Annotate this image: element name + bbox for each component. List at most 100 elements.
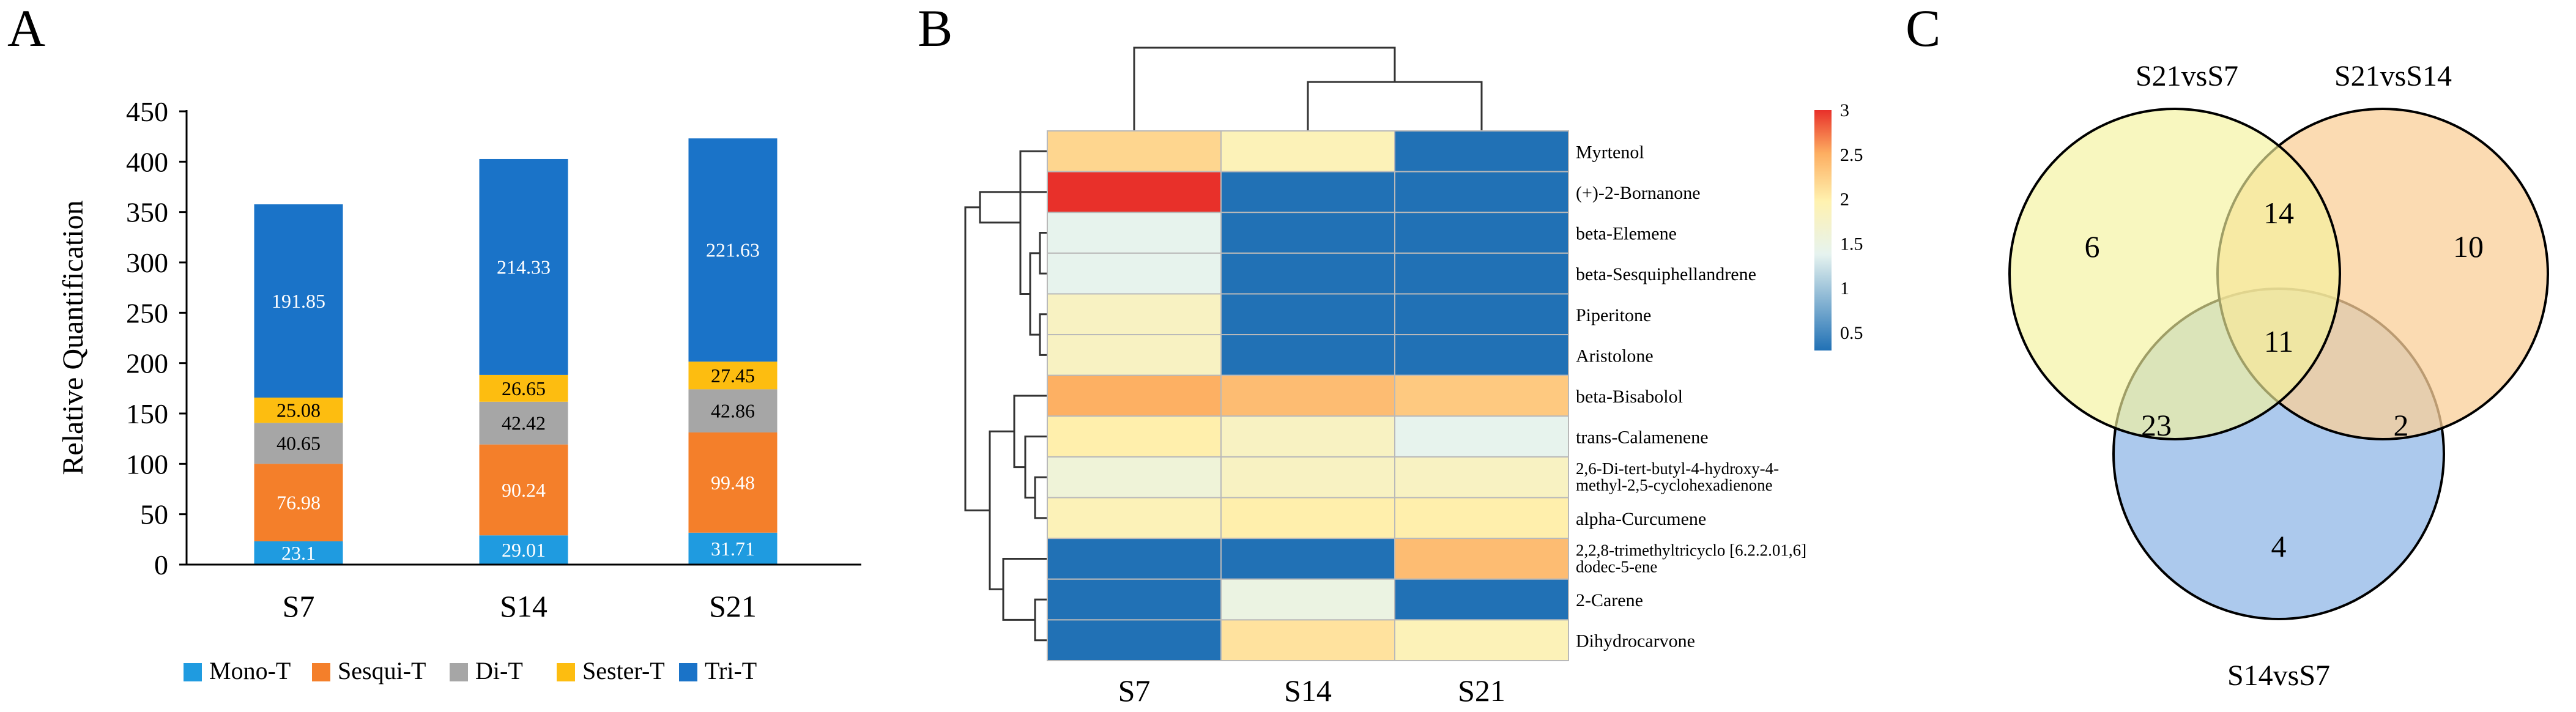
data-label-sester-t-s7: 25.08 — [277, 399, 321, 421]
heatmap-cell-2-carene-s21 — [1394, 578, 1569, 621]
data-label-sesqui-t-s21: 99.48 — [711, 472, 755, 494]
panel-label-c: C — [1906, 0, 1940, 57]
y-tick-label: 200 — [126, 348, 168, 379]
heatmap-cell-2-bornanone-s7 — [1047, 171, 1222, 213]
bar-di-t-s7 — [254, 423, 343, 464]
bar-mono-t-s21 — [688, 532, 778, 565]
y-tick-label: 50 — [140, 499, 168, 530]
bar-segments: 23.1 76.98 40.65 25.08 191.85 29.01 90.24 42.42… — [254, 138, 778, 565]
bar-tri-t-s21 — [688, 138, 778, 362]
column-dendrogram — [1133, 46, 1483, 131]
legend-swatch-tri-t — [679, 663, 697, 681]
y-tick-label: 0 — [154, 549, 168, 580]
legend-label-mono-t: Mono-T — [209, 657, 291, 684]
legend-label-di-t: Di-T — [475, 657, 523, 684]
row-dendrogram-link — [979, 191, 1047, 224]
venn-count-all-three: 11 — [2264, 324, 2293, 358]
row-label-2-6-di-tert-butyl-4-hydroxy-4-methyl-2-5-cyclohexadienone-line2: methyl-2,5-cyclohexadienone — [1576, 476, 1773, 494]
heatmap-cell-piperitone-s14 — [1220, 293, 1395, 336]
row-dendrogram-link — [1013, 395, 1047, 469]
row-dendrogram-link — [1029, 252, 1040, 336]
row-label-aristolone: Aristolone — [1576, 346, 1654, 366]
legend-swatch-mono-t — [184, 663, 202, 681]
heatmap-cell-beta-bisabolol-s14 — [1220, 374, 1395, 417]
y-tick-label: 300 — [126, 247, 168, 278]
heatmap-cell-myrtenol-s21 — [1394, 130, 1569, 172]
bar-sesqui-t-s7 — [254, 464, 343, 541]
column-label-s7: S7 — [1118, 673, 1151, 708]
row-label-beta-bisabolol: beta-Bisabolol — [1576, 387, 1683, 407]
heatmap-cell-dihydrocarvone-s21 — [1394, 619, 1569, 662]
colorbar-tick-label: 1.5 — [1840, 234, 1863, 254]
colorbar-tick-label: 1 — [1840, 278, 1849, 299]
legend-swatch-sesqui-t — [312, 663, 330, 681]
data-label-sesqui-t-s14: 90.24 — [502, 479, 546, 501]
data-label-tri-t-s14: 214.33 — [497, 256, 551, 278]
bar-sesqui-t-s21 — [688, 432, 778, 533]
heatmap-cell-alpha-curcumene-s7 — [1047, 497, 1222, 540]
legend-swatch-sester-t — [557, 663, 575, 681]
y-tick-label: 100 — [126, 448, 168, 480]
colorbar-bar — [1814, 110, 1832, 350]
heatmap-cell-myrtenol-s14 — [1220, 130, 1395, 172]
venn-circle-s21vss7 — [2008, 108, 2341, 440]
heatmap-cell-myrtenol-s7 — [1047, 130, 1222, 172]
bar-tri-t-s14 — [479, 158, 568, 375]
y-tick-label: 450 — [126, 96, 168, 127]
data-label-sester-t-s21: 27.45 — [711, 365, 755, 387]
y-tick-label: 250 — [126, 297, 168, 328]
heatmap-cell-2-2-8-trimethyltricyclo-6-2-2-01-6-dodec-5-ene-s7 — [1047, 538, 1222, 580]
heatmap-cell-alpha-curcumene-s14 — [1220, 497, 1395, 540]
heatmap-cell-beta-elemene-s21 — [1394, 212, 1569, 254]
dendrogram-branch-s14-s21 — [1307, 81, 1483, 131]
row-dendrogram-link — [1024, 436, 1047, 499]
legend-label-tri-t: Tri-T — [705, 657, 757, 684]
data-label-di-t-s7: 40.65 — [277, 432, 321, 454]
row-label-trans-calamenene: trans-Calamenene — [1576, 428, 1709, 448]
venn-count-s21vss14-and-s14vss7: 2 — [2394, 408, 2409, 442]
data-label-tri-t-s7: 191.85 — [272, 290, 325, 312]
y-tick-label: 350 — [126, 197, 168, 228]
y-axis-label: Relative Quantification — [57, 200, 89, 475]
bar-tri-t-s7 — [254, 204, 343, 398]
x-tick-label-s14: S14 — [500, 589, 547, 623]
heatmap-cell-dihydrocarvone-s7 — [1047, 619, 1222, 662]
data-label-tri-t-s21: 221.63 — [706, 239, 760, 261]
dendrogram-branch-root — [1133, 46, 1396, 131]
row-dendrogram-link — [1034, 476, 1047, 519]
data-label-mono-t-s21: 31.71 — [711, 538, 755, 560]
colorbar-tick-label: 3 — [1840, 100, 1849, 121]
heatmap-cells — [1047, 130, 1569, 662]
row-dendrogram-link — [1039, 313, 1047, 356]
heatmap-cell-2-carene-s14 — [1220, 578, 1395, 621]
heatmap-cell-aristolone-s7 — [1047, 334, 1222, 376]
data-label-mono-t-s7: 23.1 — [281, 542, 316, 564]
heatmap-chart: Myrtenol (+)-2-Bornanone beta-Elemene beta-… — [964, 46, 1863, 708]
venn-count-only-s21vss14: 10 — [2453, 229, 2484, 264]
bar-sester-t-s14 — [479, 374, 568, 402]
row-label-2-carene: 2-Carene — [1576, 590, 1643, 610]
heatmap-labels: Myrtenol (+)-2-Bornanone beta-Elemene beta-… — [1118, 142, 1807, 708]
row-label-beta-sesquiphellandrene: beta-Sesquiphellandrene — [1576, 264, 1756, 284]
column-label-s21: S21 — [1458, 673, 1505, 708]
heatmap-cell-aristolone-s14 — [1220, 334, 1395, 376]
row-label-2-2-8-trimethyltricyclo-6-2-2-01-6-dodec-5-ene-line1: 2,2,8-trimethyltricyclo [6.2.2.01,6] — [1576, 541, 1806, 559]
row-label-piperitone: Piperitone — [1576, 305, 1651, 325]
heatmap-cell-alpha-curcumene-s21 — [1394, 497, 1569, 540]
bar-di-t-s21 — [688, 389, 778, 432]
heatmap-cell-trans-calamenene-s7 — [1047, 415, 1222, 458]
heatmap-cell-trans-calamenene-s21 — [1394, 415, 1569, 458]
row-label-2-2-8-trimethyltricyclo-6-2-2-01-6-dodec-5-ene-line2: dodec-5-ene — [1576, 557, 1657, 576]
heatmap-cell-beta-sesquiphellandrene-s7 — [1047, 252, 1222, 295]
row-dendrogram-link — [989, 430, 1014, 590]
x-tick-label-s21: S21 — [709, 589, 757, 623]
heatmap-colorbar: 3 2.5 2 1.5 1 0.5 — [1814, 100, 1863, 350]
venn-count-only-s21vss7: 6 — [2085, 229, 2100, 264]
row-label-myrtenol: Myrtenol — [1576, 142, 1644, 162]
heatmap-cell-dihydrocarvone-s14 — [1220, 619, 1395, 662]
heatmap-cell-2-6-di-tert-butyl-4-hydroxy-4-methyl-2-5-cyclohexadienone-s21 — [1394, 456, 1569, 499]
heatmap-cell-2-2-8-trimethyltricyclo-6-2-2-01-6-dodec-5-ene-s21 — [1394, 538, 1569, 580]
bar-sester-t-s21 — [688, 362, 778, 390]
data-label-di-t-s14: 42.42 — [502, 412, 546, 434]
venn-set-label-s21vss14: S21vsS14 — [2334, 60, 2452, 92]
